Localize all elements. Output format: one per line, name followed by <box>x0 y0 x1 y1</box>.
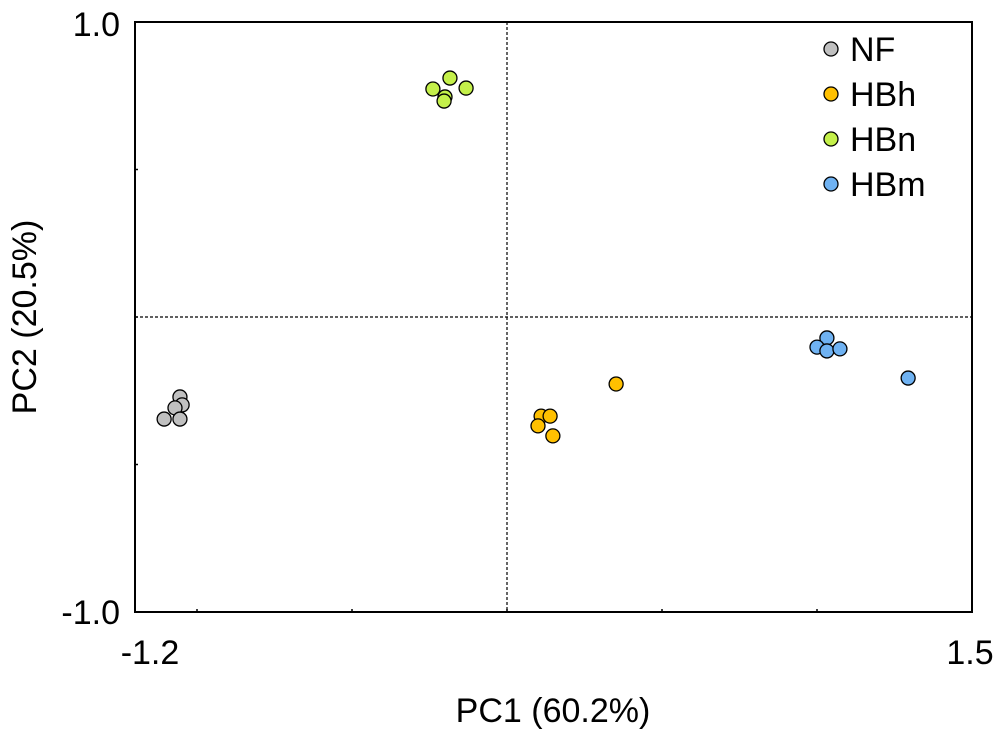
legend-label-hbn: HBn <box>850 121 916 159</box>
legend-label-hbm: HBm <box>850 166 926 204</box>
data-point-nf <box>156 411 172 427</box>
x-tick-label-right: 1.5 <box>946 634 993 672</box>
data-point-hbm <box>900 370 916 386</box>
legend-marker-nf <box>823 41 839 57</box>
data-point-hbh <box>530 418 546 434</box>
legend: NF HBh HBn HBm <box>823 31 926 204</box>
x-axis-title: PC1 (60.2%) <box>456 692 651 730</box>
data-point-hbh <box>545 428 561 444</box>
data-point-hbn <box>425 81 441 97</box>
data-point-nf <box>172 411 188 427</box>
legend-marker-hbn <box>823 131 839 147</box>
legend-marker-hbm <box>823 176 839 192</box>
data-point-hbh <box>608 376 624 392</box>
data-point-hbm <box>832 341 848 357</box>
x-tick-label-left: -1.2 <box>121 634 180 672</box>
y-tick-label-bottom: -1.0 <box>61 594 120 632</box>
y-tick-label-top: 1.0 <box>73 6 120 44</box>
legend-label-nf: NF <box>850 31 895 69</box>
data-point-hbm <box>819 343 835 359</box>
data-point-hbn <box>442 70 458 86</box>
data-point-hbh <box>542 408 558 424</box>
y-axis-title: PC2 (20.5%) <box>6 220 44 415</box>
legend-marker-hbh <box>823 86 839 102</box>
legend-label-hbh: HBh <box>850 76 916 114</box>
data-point-hbn <box>436 93 452 109</box>
data-point-hbn <box>458 80 474 96</box>
